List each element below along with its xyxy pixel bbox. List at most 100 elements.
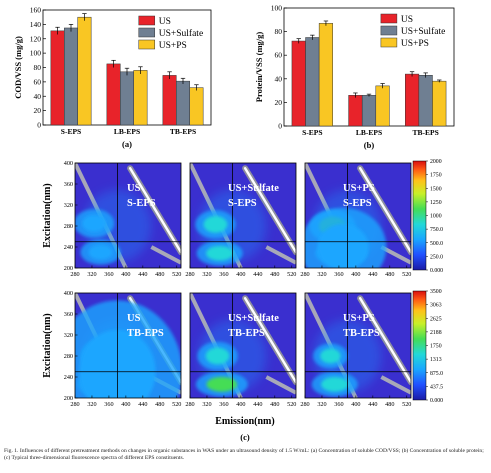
x-axis-label: Emission(nm) <box>215 416 274 427</box>
panel-label: (b) <box>364 140 375 150</box>
band-rayleigh <box>288 158 296 163</box>
fluorescence-peak <box>317 223 369 268</box>
fluorescence-peak <box>203 216 228 233</box>
panel-frame <box>304 292 412 399</box>
bar <box>305 37 320 127</box>
fluorescence-peak <box>88 244 113 260</box>
x-tick-label: 360 <box>104 401 113 408</box>
x-tick-label: 360 <box>334 401 343 408</box>
legend-swatch <box>380 37 398 48</box>
x-tick-label: 280 <box>300 401 309 408</box>
bar-chart-b: 0 20 40 60 80 100 S-EPS LB-EPS TB-EPS USUS+Sulfat… <box>254 4 455 150</box>
x-tick-label: 440 <box>138 401 147 408</box>
y-tick-label: 200 <box>64 395 73 402</box>
fluorescence-peak <box>82 214 106 232</box>
band-rayleigh <box>173 158 181 163</box>
band-rayleigh-core <box>243 167 296 254</box>
panel-title: US+Sulfate <box>228 183 279 194</box>
band-second-order <box>380 375 411 395</box>
y-tick-label: 280 <box>64 353 73 360</box>
panel-subtitle: TB-EPS <box>343 328 380 339</box>
x-tick-label: 520 <box>172 401 181 408</box>
colorbar-tick-label: 2188 <box>430 330 442 336</box>
y-tick-label: 240 <box>64 374 73 381</box>
y-tick-label: 100 <box>271 4 283 13</box>
x-tick-label: 480 <box>155 401 164 408</box>
x-tick-label: 320 <box>317 271 326 278</box>
y-tick-label: 80 <box>34 63 42 72</box>
legend-label: US+PS <box>159 41 187 51</box>
y-tick-label: 60 <box>34 77 42 86</box>
legend-label: US+Sulfate <box>401 26 445 37</box>
band-rayleigh-core <box>243 297 296 384</box>
panel-subtitle: S-EPS <box>228 198 257 209</box>
y-tick-label: 40 <box>275 74 283 83</box>
y-tick-label: 140 <box>30 20 42 29</box>
y-tick-label: 320 <box>64 332 73 339</box>
x-tick-label: 360 <box>219 271 228 278</box>
band-rayleigh-core <box>173 158 181 163</box>
y-tick-label: 0 <box>37 121 41 130</box>
x-tick-label: 440 <box>253 401 262 408</box>
x-tick-label: 520 <box>172 271 181 278</box>
panel-content <box>173 288 296 398</box>
y-tick-label: 360 <box>64 181 73 188</box>
band-second-order <box>150 245 181 265</box>
x-tick-label: LB-EPS <box>356 128 382 137</box>
eem-panel: US+Sulfate S-EPS 280 320 360 400 440 480 520 <box>173 158 296 278</box>
bar <box>106 63 121 126</box>
band-second-order <box>265 245 296 265</box>
panel-content <box>288 158 411 268</box>
y-tick-label: 60 <box>275 51 283 60</box>
colorbar-tick-label: 2625 <box>430 316 442 322</box>
panel-title: US <box>127 183 141 194</box>
y-tick-label: 320 <box>64 202 73 209</box>
colorbar-tick-label: 3500 <box>430 289 442 295</box>
x-tick-label: 400 <box>236 271 245 278</box>
x-tick-label: 520 <box>287 401 296 408</box>
x-tick-label: 520 <box>287 271 296 278</box>
y-tick-label: 360 <box>64 311 73 318</box>
legend-label: US <box>159 17 171 27</box>
band-rayleigh <box>288 288 296 293</box>
panel-frame <box>304 162 412 269</box>
bar <box>348 95 363 127</box>
x-tick-label: 520 <box>402 401 411 408</box>
colorbar-tick-label: 3063 <box>430 303 442 309</box>
fluorescence-peak <box>321 377 349 392</box>
x-tick-label: 480 <box>385 271 394 278</box>
x-tick-label: 320 <box>87 271 96 278</box>
eem-panel: US TB-EPS 280 320 360 400 440 480 520 200 240 280 32… <box>64 290 182 408</box>
colorbar-tick-label: 1500 <box>430 186 442 192</box>
bar <box>189 87 204 126</box>
x-tick-label: 280 <box>300 271 309 278</box>
bar <box>133 70 148 126</box>
legend-swatch <box>138 39 156 50</box>
x-tick-label: 280 <box>70 401 79 408</box>
x-tick-label: 360 <box>104 271 113 278</box>
band-rayleigh-core <box>358 297 411 384</box>
colorbar-tick-label: 1750 <box>430 173 442 179</box>
x-tick-label: 520 <box>402 271 411 278</box>
bar <box>432 80 447 127</box>
band-rayleigh-core <box>173 288 181 293</box>
fluorescence-peak <box>205 347 230 365</box>
colorbar-tick-label: 0.000 <box>430 268 443 274</box>
y-tick-label: 400 <box>64 160 73 167</box>
legend-swatch <box>380 13 398 24</box>
x-tick-label: LB-EPS <box>114 127 140 136</box>
y-tick-label: 160 <box>30 6 42 15</box>
y-axis-label: Excitation(nm) <box>42 313 53 377</box>
x-tick-label: 480 <box>270 401 279 408</box>
x-tick-label: TB-EPS <box>413 128 439 137</box>
colorbar-tick-label: 0.000 <box>430 398 443 404</box>
y-tick-label: 400 <box>64 290 73 297</box>
fluorescence-peak <box>206 245 234 261</box>
band-rayleigh-core <box>288 158 296 163</box>
bar <box>64 27 78 126</box>
y-tick-label: 40 <box>34 92 42 101</box>
y-tick-label: 80 <box>275 27 283 36</box>
panel-frame <box>74 162 182 269</box>
eem-panel: US S-EPS 280 320 360 400 440 480 520 200 240 280 320… <box>64 160 182 278</box>
bar <box>318 23 333 127</box>
